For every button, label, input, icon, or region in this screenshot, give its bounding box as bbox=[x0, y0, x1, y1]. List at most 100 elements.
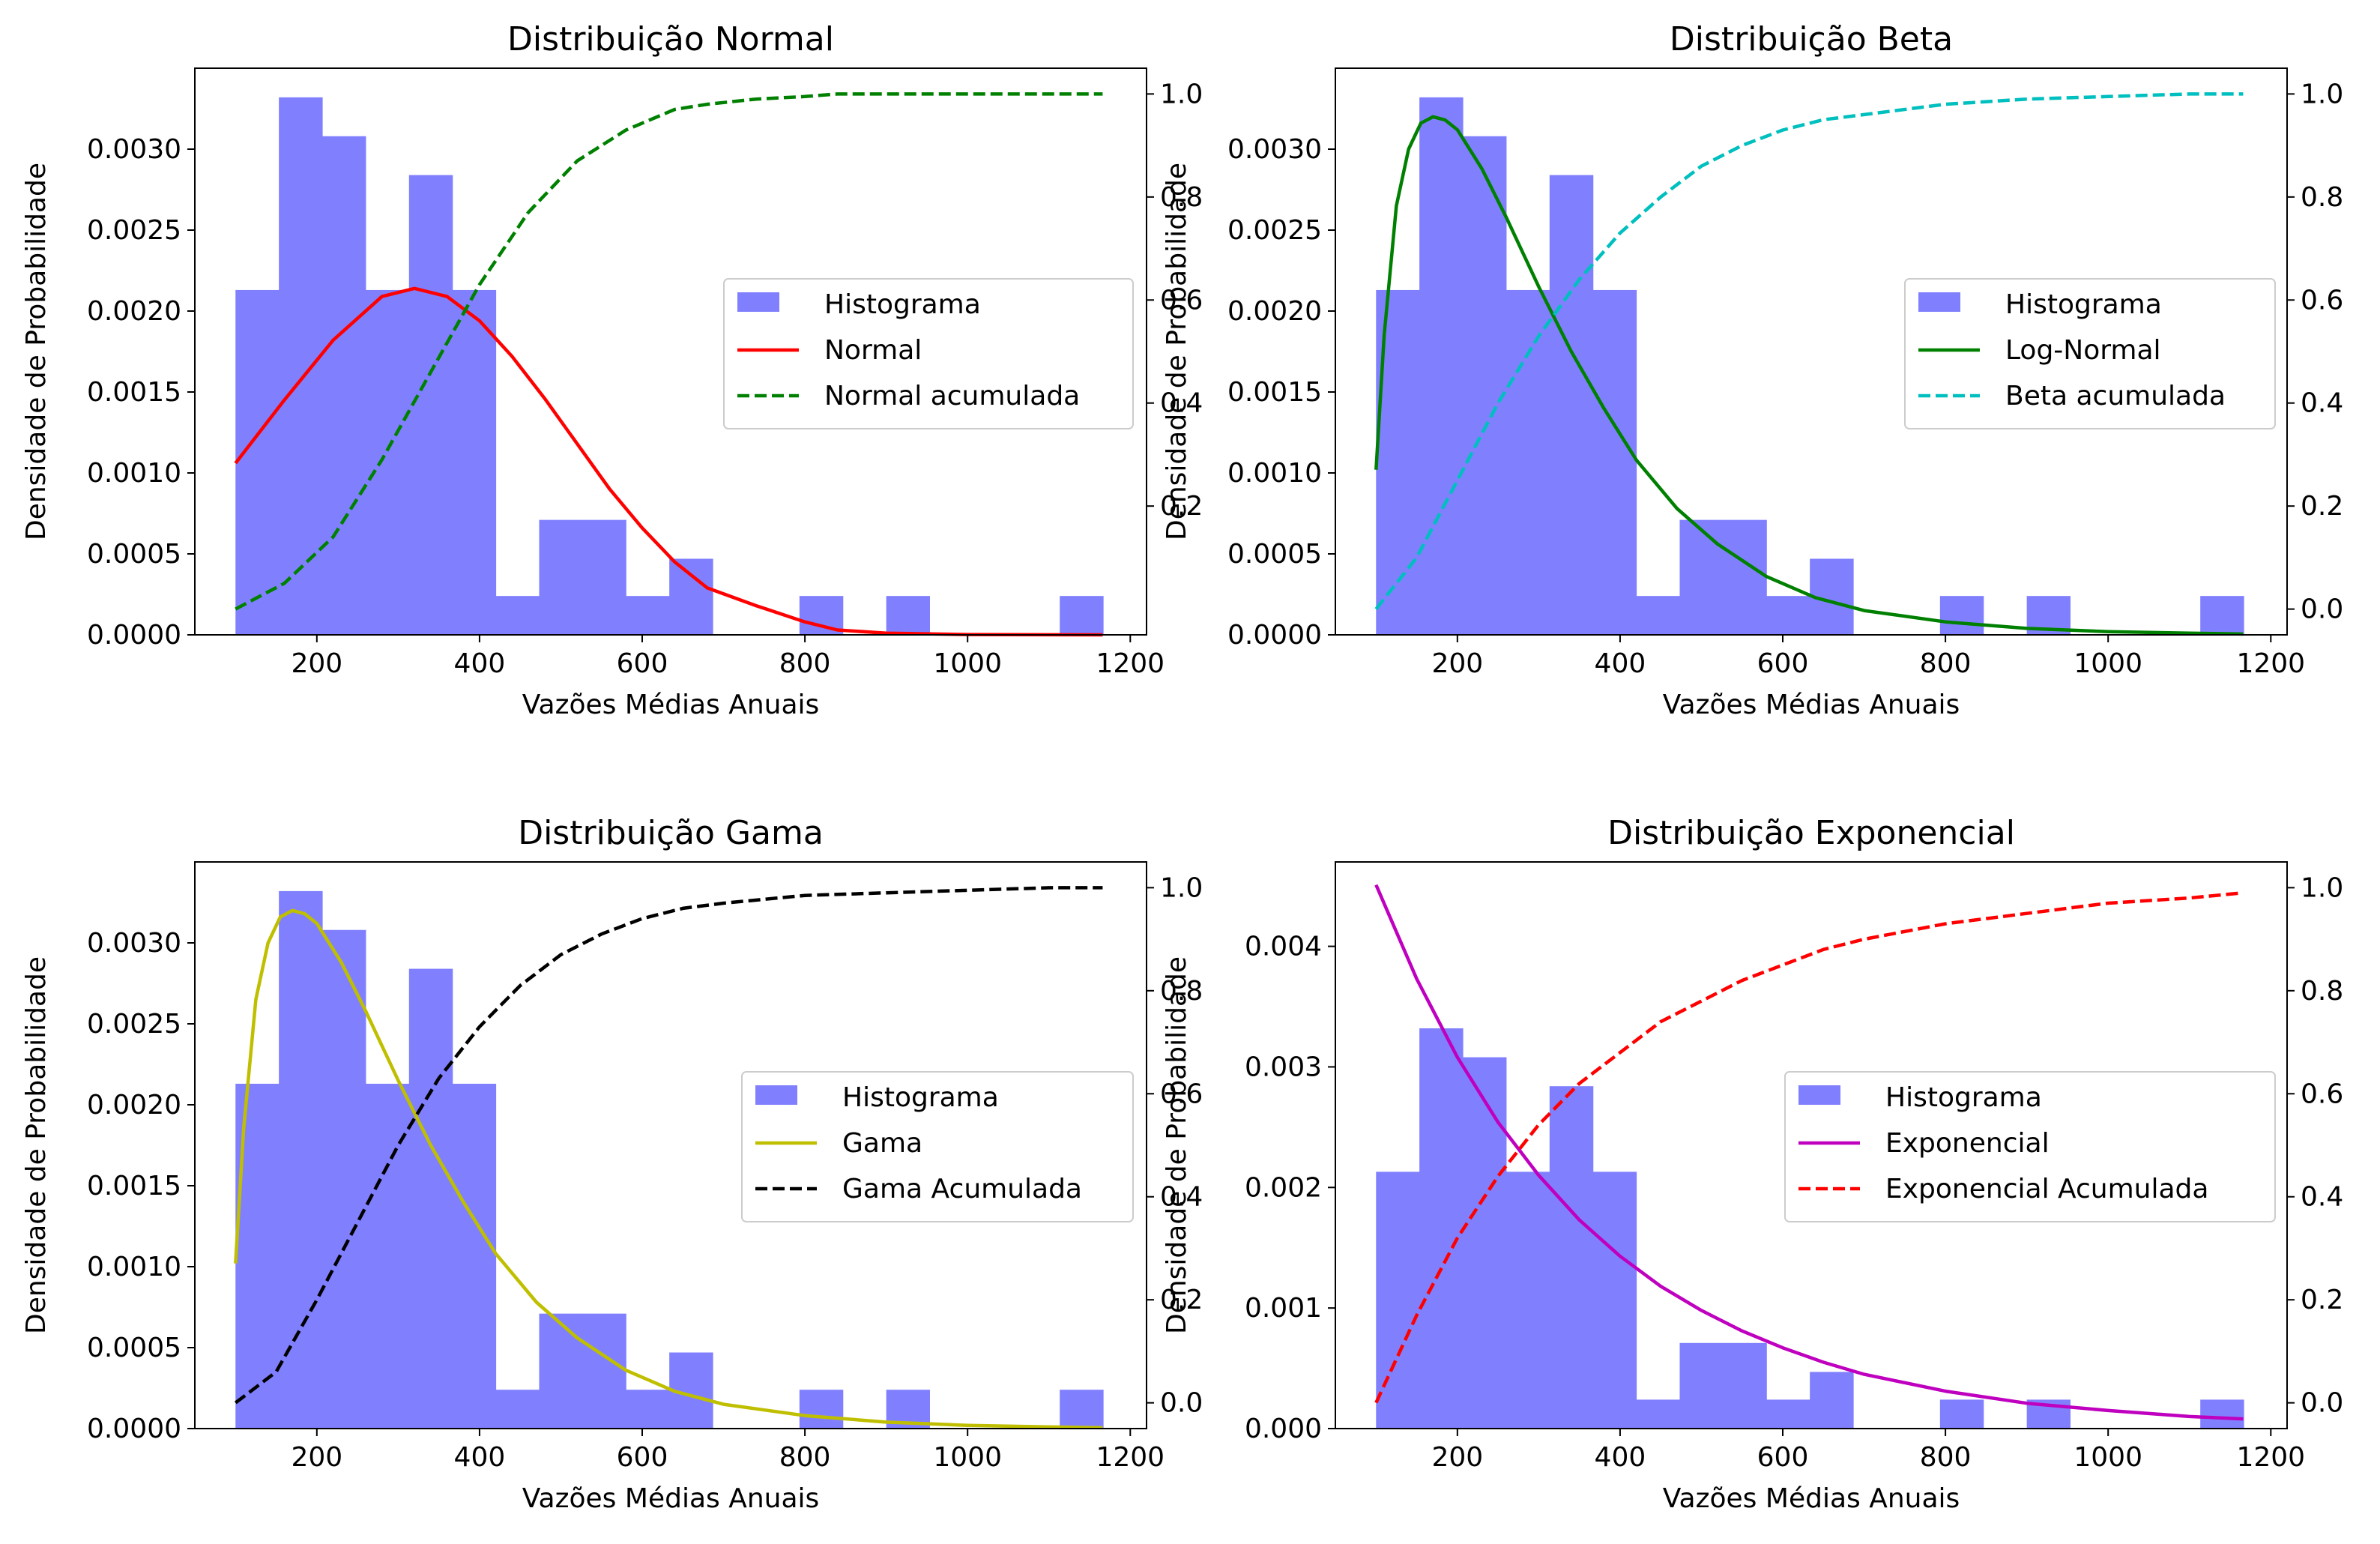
x-tick-label: 1200 bbox=[1096, 1442, 1165, 1473]
histogram-bar bbox=[1939, 1399, 1984, 1429]
y-tick-label: 0.0005 bbox=[1227, 539, 1322, 570]
legend: Histograma Normal Normal acumulada bbox=[723, 278, 1134, 429]
y-tick-label: 0.0010 bbox=[87, 1252, 181, 1282]
y-tick-label: 0.0000 bbox=[1227, 620, 1322, 651]
histogram-bar bbox=[1723, 1342, 1767, 1429]
pdf-line-1 bbox=[234, 908, 1103, 1430]
y-tick-label: 0.0015 bbox=[1227, 377, 1322, 408]
pdf-line-1 bbox=[1374, 115, 2244, 636]
histogram-bar bbox=[1549, 1086, 1594, 1429]
y2-tick-label: 0.4 bbox=[2301, 1182, 2343, 1213]
histogram-bar bbox=[1060, 596, 1104, 635]
y-tick-label: 0.001 bbox=[1245, 1293, 1322, 1324]
legend-label-series-2: Exponencial Acumulada bbox=[1885, 1174, 2208, 1204]
histogram-bar bbox=[1505, 289, 1550, 635]
y-tick-label: 0.0005 bbox=[87, 1333, 181, 1363]
histogram-bar bbox=[539, 1313, 583, 1429]
chart-panel-1: 200 400 600 800 1000 1200 0.0000 0.0005 0.0010 0.… bbox=[21, 20, 1203, 720]
cdf-line-2 bbox=[1374, 92, 2244, 610]
y2-tick-label: 0.0 bbox=[2301, 594, 2343, 625]
y2-tick-label: 0.2 bbox=[1160, 491, 1203, 522]
y2-tick-label: 0.2 bbox=[2301, 1285, 2343, 1315]
pdf-line-1 bbox=[1374, 884, 2244, 1421]
legend: Histograma Log-Normal Beta acumulada bbox=[1904, 278, 2276, 429]
x-tick-label: 400 bbox=[1595, 1442, 1646, 1473]
histogram-bar bbox=[1592, 1171, 1637, 1429]
y2-tick-label: 0.8 bbox=[2301, 976, 2343, 1007]
x-tick-label: 1000 bbox=[2074, 1442, 2142, 1473]
legend-swatch-histogram bbox=[1798, 1085, 1840, 1105]
legend-frame bbox=[723, 278, 1134, 429]
y2-tick-label: 1.0 bbox=[1160, 872, 1203, 903]
histogram-bar bbox=[408, 175, 453, 635]
x-tick-label: 400 bbox=[1595, 648, 1646, 679]
y2-tick-label: 0.6 bbox=[2301, 1079, 2343, 1109]
histogram-bar bbox=[1549, 175, 1594, 635]
histogram-bar bbox=[799, 1390, 844, 1429]
histogram-bar bbox=[1419, 97, 1464, 635]
x-tick-label: 200 bbox=[291, 1442, 342, 1473]
histogram-bar bbox=[1766, 1399, 1810, 1429]
y-tick-label: 0.0000 bbox=[87, 620, 181, 651]
histogram-bar bbox=[1810, 1372, 1854, 1429]
x-tick-label: 600 bbox=[1757, 648, 1809, 679]
histogram-bar bbox=[1679, 1342, 1724, 1429]
x-tick-label: 800 bbox=[1920, 648, 1972, 679]
y2-tick-label: 0.6 bbox=[2301, 285, 2343, 316]
axes-frame bbox=[194, 67, 1147, 636]
pdf-line-1 bbox=[234, 286, 1103, 637]
y-tick-label: 0.0025 bbox=[87, 215, 181, 246]
legend-label-series-1: Exponencial bbox=[1885, 1128, 2050, 1159]
histogram-bar bbox=[1592, 289, 1637, 635]
chart-title: Distribuição Exponencial bbox=[1607, 814, 2015, 852]
histogram-bar bbox=[539, 519, 583, 635]
cdf-line-2 bbox=[235, 92, 1103, 611]
chart-panel-4: 200 400 600 800 1000 1200 0.000 0.001 0.002 0.003… bbox=[1162, 814, 2343, 1514]
axes-frame bbox=[1335, 861, 2288, 1429]
x-axis-label: Vazões Médias Anuais bbox=[522, 1483, 820, 1514]
y-tick-label: 0.0020 bbox=[87, 1090, 181, 1121]
x-tick-label: 800 bbox=[779, 648, 831, 679]
histogram-bar bbox=[1636, 1399, 1680, 1429]
histogram-bar bbox=[626, 596, 670, 635]
histogram-bar bbox=[235, 289, 280, 635]
x-tick-label: 600 bbox=[617, 1442, 668, 1473]
histogram-bar bbox=[2200, 596, 2244, 635]
y-axis-label: Densidade de Probabilidade bbox=[21, 163, 52, 540]
x-tick-label: 1200 bbox=[2236, 648, 2305, 679]
y-tick-label: 0.004 bbox=[1245, 932, 1322, 962]
histogram-bar bbox=[322, 136, 366, 636]
histogram-bar bbox=[1766, 596, 1810, 635]
y2-tick-label: 0.8 bbox=[2301, 182, 2343, 213]
histogram-bar bbox=[408, 968, 453, 1429]
legend-swatch-histogram bbox=[1918, 292, 1960, 312]
y-tick-label: 0.0030 bbox=[87, 134, 181, 165]
legend-label-series-1: Normal bbox=[824, 335, 922, 366]
histogram-bar bbox=[1636, 596, 1680, 635]
y2-tick-label: 0.0 bbox=[1160, 1388, 1203, 1419]
y-tick-label: 0.0020 bbox=[1227, 296, 1322, 327]
x-tick-label: 1000 bbox=[933, 648, 1002, 679]
y2-tick-label: 0.4 bbox=[2301, 388, 2343, 419]
chart-panel-2: 200 400 600 800 1000 1200 0.0000 0.0005 0.0010 0.… bbox=[1162, 20, 2343, 720]
x-tick-label: 1000 bbox=[2074, 648, 2142, 679]
y2-tick-label: 0.8 bbox=[1160, 182, 1203, 213]
y-tick-label: 0.000 bbox=[1245, 1414, 1322, 1444]
cdf-line-2 bbox=[1374, 890, 2244, 1404]
y-tick-label: 0.0000 bbox=[87, 1414, 181, 1444]
histogram-bar bbox=[1505, 1171, 1550, 1429]
histogram-bar bbox=[2200, 1399, 2244, 1429]
histogram-bar bbox=[1463, 1057, 1507, 1429]
histogram-bar bbox=[1939, 596, 1984, 635]
y-tick-label: 0.0020 bbox=[87, 296, 181, 327]
y2-tick-label: 1.0 bbox=[1160, 79, 1203, 109]
y2-tick-label: 0.8 bbox=[1160, 976, 1203, 1007]
y2-tick-label: 0.6 bbox=[1160, 285, 1203, 316]
y2-tick-label: 0.2 bbox=[1160, 1285, 1203, 1315]
histogram-bar bbox=[495, 596, 540, 635]
y-tick-label: 0.0015 bbox=[87, 1171, 181, 1201]
x-tick-label: 600 bbox=[1757, 1442, 1809, 1473]
histogram-bar bbox=[1679, 519, 1724, 635]
histogram-bar bbox=[279, 890, 323, 1429]
y-tick-label: 0.0030 bbox=[1227, 134, 1322, 165]
